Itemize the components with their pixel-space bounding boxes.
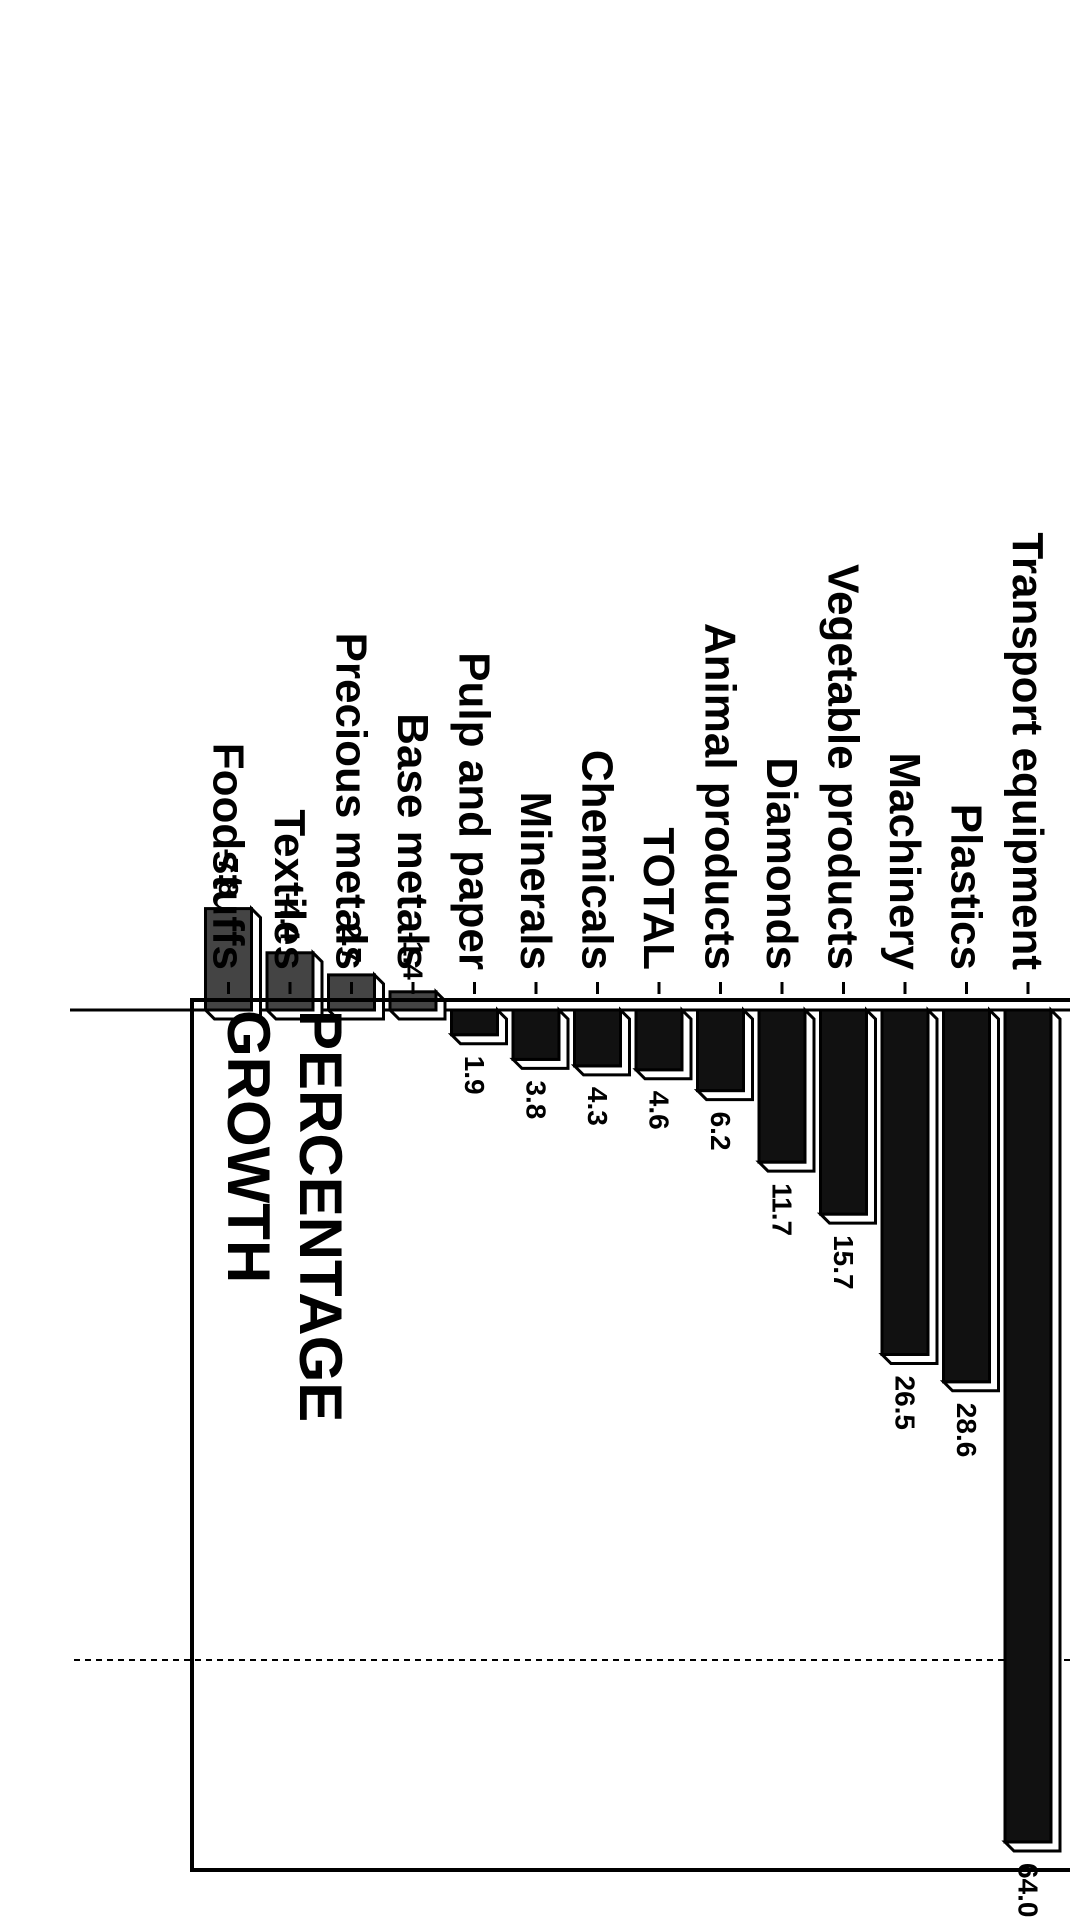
- value-label-6: 4.6: [644, 1091, 675, 1130]
- category-label-5: Animal products: [696, 623, 745, 970]
- value-label-9: 1.9: [459, 1056, 490, 1095]
- category-label-13: Foodstuffs: [204, 743, 253, 970]
- tick-spacer-4: [70, 0, 1070, 20]
- value-label-13: -7.8: [213, 848, 244, 896]
- category-label-2: Machinery: [880, 752, 929, 970]
- bar-2: [880, 1008, 930, 1356]
- category-label-4: Diamonds: [757, 757, 806, 970]
- value-label-5: 6.2: [705, 1112, 736, 1151]
- tick-spacer-11: [70, 0, 1070, 20]
- value-label-11: -2.7: [336, 915, 367, 963]
- chart-title-line-1: PERCENTAGE: [287, 1010, 354, 1422]
- value-label-1: 28.6: [951, 1403, 982, 1458]
- category-label-8: Minerals: [511, 791, 560, 970]
- tick-spacer-1: [70, 0, 1070, 20]
- chart-title: PERCENTAGE GROWTH: [215, 1010, 354, 1422]
- bar-12: [265, 951, 315, 1012]
- value-label-7: 4.3: [582, 1087, 613, 1126]
- tick-spacer-0: [70, 0, 1070, 20]
- category-label-1: Plastics: [942, 804, 991, 970]
- tick-spacer-6: [70, 0, 1070, 20]
- tick-spacer-3: [70, 0, 1070, 20]
- bar-8: [511, 1008, 561, 1061]
- tick-spacer-12: [70, 0, 1070, 20]
- category-label-3: Vegetable products: [819, 564, 868, 970]
- value-label-2: 26.5: [890, 1376, 921, 1431]
- tick-spacer-5: [70, 0, 1070, 20]
- category-label-0: Transport equipment: [1003, 532, 1052, 970]
- value-label-0: 64.0: [1013, 1863, 1044, 1918]
- bar-7: [573, 1008, 622, 1068]
- labels-area: 64.0 Transport equipment 28.6 Plastics 26.5 M…: [204, 532, 1053, 1918]
- bar-3: [819, 1008, 868, 1216]
- bar-13: [204, 907, 253, 1012]
- category-label-11: Precious metals: [327, 633, 376, 971]
- category-label-6: TOTAL: [634, 827, 683, 970]
- tick-spacer-9: [70, 0, 1070, 20]
- value-label-10: -1.4: [398, 932, 429, 981]
- tick-spacer-2: [70, 0, 1070, 20]
- value-label-3: 15.7: [828, 1235, 859, 1290]
- category-label-10: Base metals: [388, 713, 437, 970]
- category-label-7: Chemicals: [573, 750, 622, 970]
- chart-title-line-2: GROWTH: [215, 1010, 282, 1283]
- plot-area: [70, 0, 1070, 1872]
- value-label-8: 3.8: [521, 1080, 552, 1119]
- bar-9: [450, 1008, 499, 1037]
- category-label-12: Textiles: [265, 809, 314, 970]
- category-label-9: Pulp and paper: [450, 652, 499, 970]
- bar-1: [942, 1008, 991, 1384]
- bar-4: [757, 1008, 807, 1164]
- bar-6: [634, 1008, 684, 1072]
- tick-spacer-10: [70, 0, 1070, 20]
- value-label-4: 11.7: [767, 1183, 798, 1236]
- tick-spacer-13: [70, 0, 1070, 20]
- tick-spacer-7: [70, 0, 1070, 20]
- value-label-12: -4.4: [275, 893, 306, 942]
- bar-0: [1003, 1008, 1053, 1844]
- rotated-chart-group: 64.0 Transport equipment 28.6 Plastics 26.5 M…: [70, 0, 1070, 1918]
- bar-5: [696, 1008, 745, 1093]
- tick-spacer-8: [70, 0, 1070, 20]
